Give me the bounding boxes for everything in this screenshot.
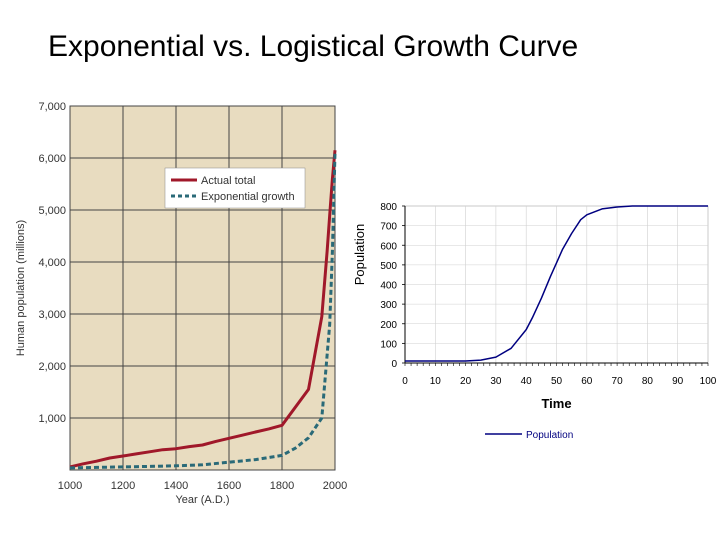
population-y-tick-label: 6,000 — [38, 153, 66, 165]
legend-actual-total-label: Actual total — [201, 175, 255, 187]
slide-title: Exponential vs. Logistical Growth Curve — [48, 30, 579, 63]
logistic-x-tick-label: 10 — [430, 376, 442, 387]
logistic-x-tick-label: 100 — [700, 376, 717, 387]
logistic-x-tick-label: 70 — [612, 376, 624, 387]
logistic-x-tick-label: 40 — [521, 376, 533, 387]
population-x-tick-label: 1600 — [217, 480, 241, 492]
population-y-tick-label: 2,000 — [38, 361, 66, 373]
logistic-y-tick-label: 400 — [380, 281, 397, 292]
population-y-tick-label: 3,000 — [38, 309, 66, 321]
population-y-tick-label: 1,000 — [38, 413, 66, 425]
logistic-x-axis-label: Time — [541, 396, 571, 411]
population-plot-area — [69, 105, 336, 471]
population-y-axis-label: Human population (millions) — [15, 220, 27, 356]
population-y-tick-label: 4,000 — [38, 257, 66, 269]
population-x-tick-label: 1200 — [111, 480, 135, 492]
population-y-tick-label: 7,000 — [38, 101, 66, 113]
legend-population-label: Population — [526, 430, 573, 441]
population-x-tick-label: 1800 — [270, 480, 294, 492]
legend-exponential-growth-label: Exponential growth — [201, 191, 295, 203]
logistic-x-tick-label: 50 — [551, 376, 563, 387]
population-x-tick-label: 1400 — [164, 480, 188, 492]
logistic-y-tick-label: 500 — [380, 261, 397, 272]
logistic-y-tick-label: 300 — [380, 300, 397, 311]
logistic-y-tick-label: 100 — [380, 339, 397, 350]
actual-total-line — [69, 150, 337, 469]
logistic-x-tick-label: 80 — [642, 376, 654, 387]
logistic-y-tick-label: 200 — [380, 320, 397, 331]
logistic-y-axis-label: Population — [352, 224, 367, 285]
population-y-tick-label: 5,000 — [38, 205, 66, 217]
population-x-axis-label: Year (A.D.) — [175, 494, 229, 506]
logistic-x-tick-label: 30 — [490, 376, 502, 387]
logistic-y-tick-label: 600 — [380, 241, 397, 252]
population-x-tick-label: 1000 — [58, 480, 82, 492]
exponential-growth-line — [69, 152, 337, 470]
logistic-x-tick-label: 0 — [402, 376, 408, 387]
logistic-x-tick-label: 20 — [460, 376, 472, 387]
logistic-x-tick-label: 90 — [672, 376, 684, 387]
logistic-x-tick-label: 60 — [581, 376, 593, 387]
logistic-population-line — [405, 205, 708, 362]
population-x-tick-label: 2000 — [323, 480, 347, 492]
logistic-y-tick-label: 700 — [380, 222, 397, 233]
logistic-y-tick-label: 0 — [391, 359, 397, 370]
population-legend-box — [164, 167, 306, 209]
logistic-y-tick-label: 800 — [380, 202, 397, 213]
